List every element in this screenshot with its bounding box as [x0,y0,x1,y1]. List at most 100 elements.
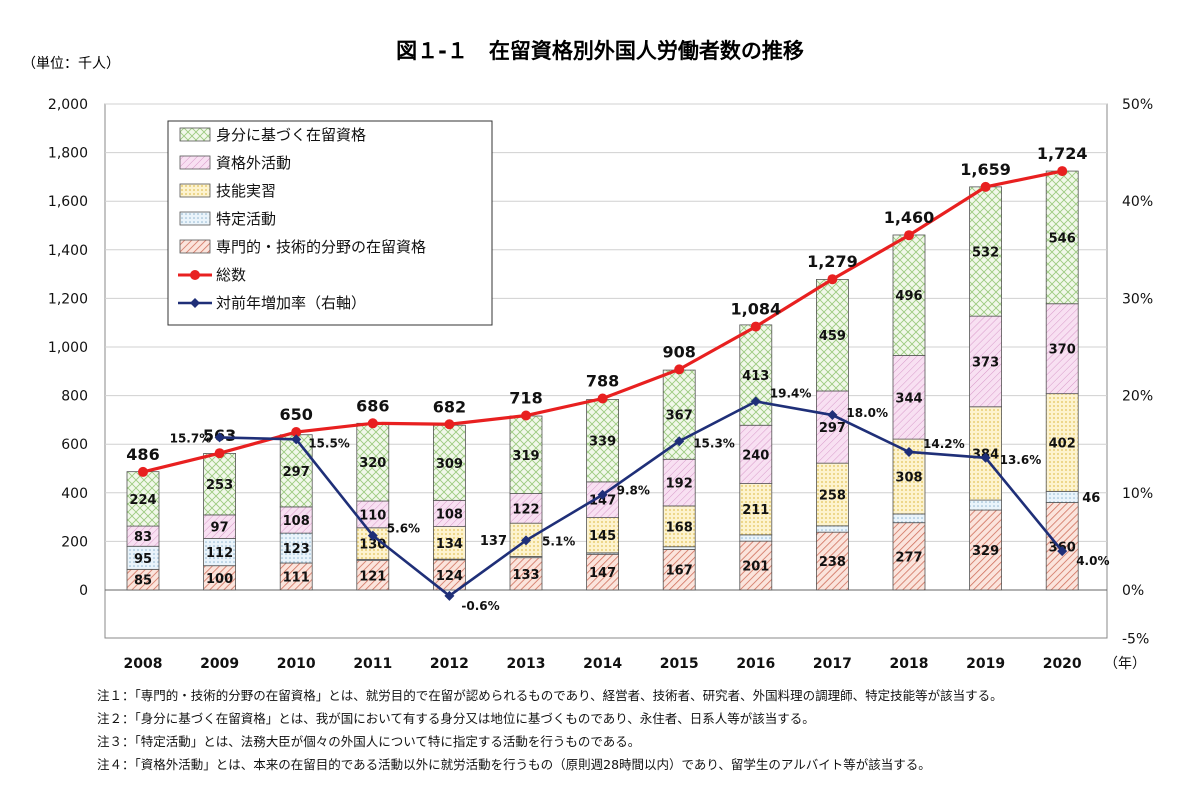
legend-label: 技能実習 [216,182,276,200]
growth-point [904,446,914,457]
x-tick-label: 2019 [966,656,1005,672]
segment-label: 224 [129,493,156,508]
segment-label: 110 [359,508,386,523]
bar-seg-mibun [969,186,1002,317]
bar-seg-mibun [126,471,160,527]
footnote: 注４：「資格外活動」とは、本来の在留目的である活動以外に就労活動を行うもの（原則… [97,757,931,772]
growth-series: 15.7% 15.5% 5.6% -0.6% 5.1% 9.8% 15.3% 19.4% 18.… [170,386,1110,612]
segment-label: 168 [666,520,693,535]
x-axis: 2008 2009 2010 2011 2012 2013 2014 2015 2016 2017… [124,656,1082,672]
x-tick-label: 2020 [1043,656,1082,672]
segment-label: 339 [589,435,616,450]
bar-seg-tokutei [969,499,1002,511]
growth-label: 19.4% [770,386,812,400]
footnote: 注２：「身分に基づく在留資格」とは、我が国において有する身分又は地位に基づくもの… [97,711,815,726]
y-tick-label: 1,600 [48,194,88,210]
legend: 身分に基づく在留資格資格外活動技能実習特定活動専門的・技術的分野の在留資格総数対… [167,120,493,326]
segment-label: 201 [742,560,769,575]
bar-seg-shikakugai [1045,303,1079,395]
growth-label: 14.2% [923,437,965,451]
legend-label: 資格外活動 [216,154,291,172]
growth-label: -0.6% [461,599,499,613]
segment-label: 413 [742,369,769,384]
bar-seg-tokutei [203,538,237,567]
total-point [674,364,685,375]
bar-seg-mibun [1045,170,1079,305]
legend-label: 特定活動 [216,210,276,228]
total-label: 1,724 [1037,144,1088,163]
growth-label: 4.0% [1076,554,1109,568]
bar-seg-senmon [432,559,466,591]
legend-item-shikakugai: 資格外活動 [179,154,291,172]
growth-point [750,396,761,407]
legend-box [167,120,493,326]
legend-item-total: 総数 [178,266,246,284]
segment-label: 459 [819,329,846,344]
segment-label: 95 [134,552,152,567]
chart-title: 図１-１ 在留資格別外国人労働者数の推移 [396,39,804,63]
segment-label: 97 [211,521,229,536]
segment-label: 111 [283,571,310,586]
total-label: 1,659 [960,160,1011,179]
segment-label: 329 [972,544,999,559]
bar-seg-ginou [432,526,466,560]
total-point [444,419,455,430]
legend-label: 対前年増加率（右軸） [216,294,366,312]
legend-item-mibun: 身分に基づく在留資格 [179,126,366,144]
segment-label: 240 [742,448,769,463]
segment-label: 122 [512,502,539,517]
bar-seg-senmon [279,562,313,591]
bar-seg-senmon [739,540,773,591]
segment-label: 46 [1082,491,1100,506]
y-tick-label: 800 [61,389,88,405]
segment-label: 367 [666,409,693,424]
y2-tick-label: -5% [1122,632,1149,648]
segment-label: 133 [512,568,539,583]
total-label: 908 [662,342,695,361]
bar-seg-ginou [586,517,619,554]
x-tick-label: 2008 [124,656,163,672]
growth-point [827,410,838,421]
unit-label: （単位：千人） [22,56,120,72]
segment-label: 370 [1049,343,1076,358]
segment-label: 258 [819,489,846,504]
legend-label: 専門的・技術的分野の在留資格 [216,238,426,256]
y-tick-label: 1,200 [48,291,88,307]
x-tick-label: 2017 [813,656,852,672]
x-tick-label: 2015 [660,656,699,672]
segment-label: 100 [206,572,233,587]
x-unit-label: （年） [1104,656,1146,672]
legend-label: 総数 [216,266,246,284]
total-label: 650 [279,405,312,424]
bar-seg-ginou [816,462,849,527]
y-tick-label: 1,800 [48,146,88,162]
segment-label: 344 [895,391,922,406]
segment-label: 309 [436,457,463,472]
footnote: 注３：「特定活動」とは、法務大臣が個々の外国人について特に指定する活動を行うもの… [97,734,640,749]
segment-label: 147 [589,566,616,581]
x-tick-label: 2012 [430,656,469,672]
growth-point [214,432,225,443]
bar-seg-mibun [279,434,313,508]
total-point [291,427,302,438]
y-axis-right: -5% 0% 10% 20% 30% 40% 50% [1122,97,1153,648]
legend-swatch [179,155,211,170]
segment-label: 112 [206,546,233,561]
bar-seg-mibun [509,415,543,494]
total-label: 788 [586,372,619,391]
growth-point [980,452,991,463]
total-series: 4865636506866827187889081,0841,2791,4601… [126,144,1088,477]
growth-label: 18.0% [846,406,888,420]
segment-label: 532 [972,246,999,261]
segment-label: 277 [895,550,922,565]
segment-label: 108 [283,514,310,529]
y-tick-label: 600 [61,437,88,453]
bar-seg-ginou [739,483,773,536]
growth-label: 15.7% [170,431,212,445]
x-tick-label: 2013 [507,656,546,672]
total-point [367,418,378,429]
growth-label: 9.8% [617,484,650,498]
growth-point [367,530,378,541]
total-point [904,230,914,241]
